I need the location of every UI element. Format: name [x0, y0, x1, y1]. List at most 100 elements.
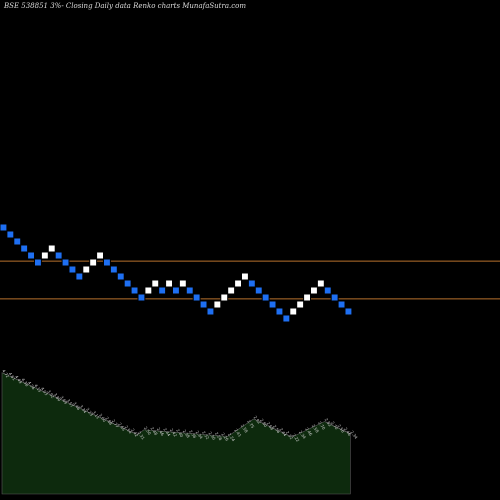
- renko-bricks: [0, 223, 353, 323]
- renko-brick-down: [54, 251, 63, 260]
- renko-brick-up: [96, 251, 104, 260]
- volume-area: [1, 372, 351, 495]
- renko-brick-up: [89, 258, 98, 267]
- renko-brick-down: [123, 279, 132, 288]
- volume-label: 2.88: [104, 416, 113, 427]
- renko-brick-down: [109, 265, 118, 274]
- volume-label: 2.70: [317, 420, 326, 431]
- volume-label: 2.22: [291, 433, 300, 444]
- chart-title: BSE 538851 3%- Closing Daily data Renko …: [4, 2, 247, 10]
- renko-brick-up: [144, 286, 153, 295]
- renko-brick-down: [254, 286, 263, 295]
- volume-label: 2.48: [150, 426, 159, 437]
- volume-label: 2.30: [208, 431, 217, 442]
- price-levels: [0, 260, 500, 300]
- volume-label: 2.92: [253, 415, 262, 426]
- volume-label: 2.42: [169, 428, 178, 439]
- volume-label: 2.31: [137, 430, 146, 441]
- volume-label: 3.69: [59, 395, 68, 406]
- renko-brick-up: [178, 279, 187, 288]
- volume-label: 2.28: [214, 431, 223, 442]
- volume-label: 2.77: [111, 419, 120, 430]
- renko-brick-up: [289, 307, 298, 316]
- renko-brick-down: [247, 279, 256, 288]
- renko-brick-up: [47, 244, 56, 253]
- renko-brick-up: [296, 300, 305, 309]
- renko-brick-up: [165, 279, 174, 288]
- renko-brick-down: [199, 300, 208, 309]
- volume-label: 2.36: [188, 429, 197, 440]
- volume-label: 4.26: [27, 380, 36, 391]
- volume-label: 3.23: [85, 407, 94, 418]
- volume-label: 2.68: [266, 421, 275, 432]
- volume-label: 2.80: [259, 418, 268, 429]
- renko-brick-up: [316, 279, 325, 288]
- volume-label: 2.34: [195, 430, 204, 441]
- renko-brick-down: [158, 286, 167, 295]
- renko-brick-up: [220, 293, 229, 302]
- renko-brick-down: [130, 286, 139, 295]
- volume-label: 2.46: [343, 426, 352, 437]
- volume-label: 2.50: [143, 425, 152, 436]
- renko-brick-up: [227, 286, 236, 295]
- volume-label: 4.38: [21, 377, 30, 388]
- volume-label: 4.61: [8, 371, 17, 382]
- renko-brick-down: [344, 307, 353, 316]
- volume-label: 2.58: [240, 423, 249, 434]
- renko-brick-up: [82, 265, 91, 274]
- volume-label: 3.00: [98, 413, 107, 424]
- renko-brick-down: [75, 272, 84, 281]
- renko-brick-down: [192, 293, 201, 302]
- renko-brick-up: [40, 251, 49, 260]
- volume-label: 2.44: [162, 427, 171, 438]
- volume-label: 4.15: [33, 383, 42, 394]
- volume-label: 3.92: [46, 389, 55, 400]
- renko-brick-down: [323, 286, 332, 295]
- volume-label: 2.34: [349, 430, 358, 441]
- volume-label: 2.38: [182, 429, 191, 440]
- volume-label: 2.58: [337, 423, 346, 434]
- volume-label: 2.54: [124, 424, 133, 435]
- renko-brick-down: [20, 244, 29, 253]
- renko-brick-down: [206, 307, 215, 316]
- volume-label: 2.40: [175, 428, 184, 439]
- volume-label: 2.41: [233, 428, 242, 439]
- renko-brick-down: [275, 307, 284, 316]
- renko-brick-down: [337, 300, 346, 309]
- renko-brick-down: [137, 293, 146, 302]
- volume-label: 4.49: [14, 374, 23, 385]
- volume-label: 2.42: [130, 428, 139, 439]
- volume-label: 2.82: [324, 417, 333, 428]
- renko-brick-down: [185, 286, 194, 295]
- volume-label: 2.56: [272, 424, 281, 435]
- volume-label: 3.11: [91, 410, 100, 421]
- volume-label: 4.72: [1, 368, 10, 379]
- renko-brick-down: [34, 258, 42, 267]
- renko-brick-down: [116, 272, 125, 281]
- renko-brick-down: [6, 230, 15, 239]
- renko-brick-down: [68, 265, 77, 274]
- renko-brick-up: [213, 300, 222, 309]
- volume-label: 2.65: [117, 422, 126, 433]
- renko-brick-up: [234, 279, 243, 288]
- volume-label: 2.34: [298, 430, 307, 441]
- volume-label: 2.24: [227, 432, 236, 443]
- volume-label: 2.70: [330, 420, 339, 431]
- volume-label: 4.03: [40, 386, 49, 397]
- volume-label: 2.26: [220, 432, 229, 443]
- volume-label: 3.80: [53, 392, 62, 403]
- renko-brick-down: [330, 293, 339, 302]
- renko-brick-down: [13, 237, 22, 246]
- renko-brick-down: [0, 223, 8, 232]
- renko-brick-down: [172, 286, 180, 295]
- renko-brick-down: [282, 314, 291, 323]
- renko-brick-down: [268, 300, 277, 309]
- volume-label: 2.32: [285, 430, 294, 441]
- volume-label: 3.34: [79, 404, 88, 415]
- volume-label: 2.32: [201, 430, 210, 441]
- renko-brick-up: [151, 279, 160, 288]
- volume-label: 2.46: [156, 426, 165, 437]
- volume-label: 2.58: [311, 423, 320, 434]
- renko-brick-down: [261, 293, 270, 302]
